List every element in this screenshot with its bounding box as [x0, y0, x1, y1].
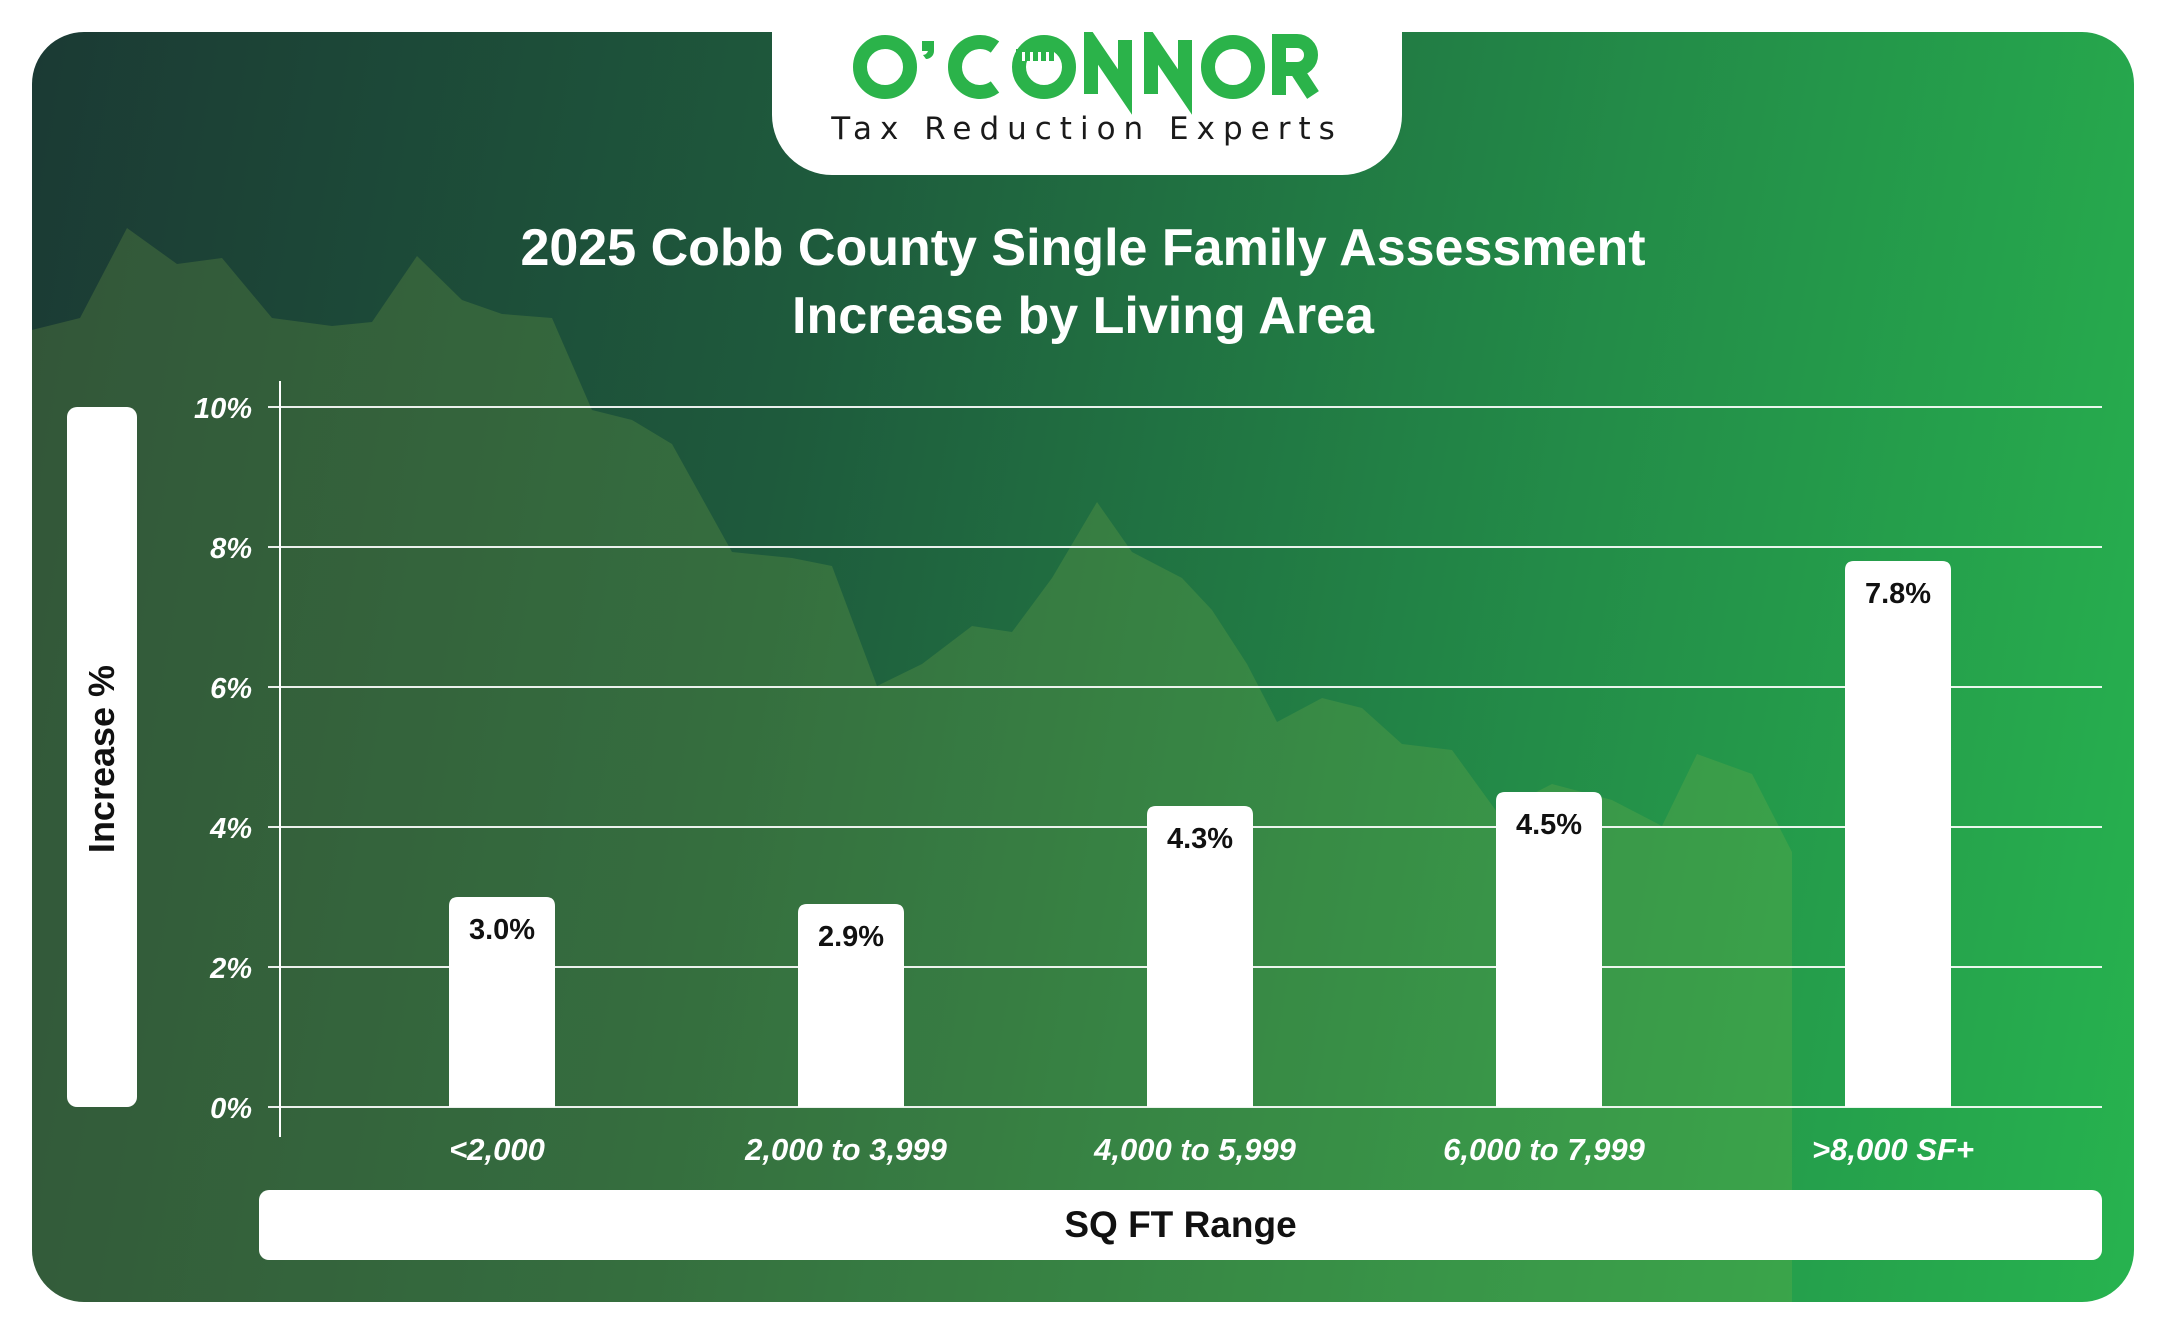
- logo-tagline: Tax Reduction Experts: [831, 111, 1343, 147]
- y-axis-label-box: [67, 407, 137, 1107]
- bar: [1845, 561, 1951, 1107]
- y-tick-label: 8%: [210, 533, 252, 565]
- chart-card: Tax Reduction Experts 2025 Cobb County S…: [32, 32, 2134, 1302]
- bar-value-label: 2.9%: [818, 921, 884, 953]
- bar-value-label: 4.3%: [1167, 823, 1233, 855]
- y-tick-label: 6%: [210, 673, 252, 705]
- bar-value-label: 4.5%: [1516, 809, 1582, 841]
- y-tick-label: 2%: [209, 953, 252, 985]
- bar: [1496, 792, 1602, 1107]
- x-axis-label-box: SQ FT Range: [259, 1190, 2102, 1260]
- bar-chart: 0% 2% 4% 6% 8% 10% 3.0% <2,000 2.9% 2,000 to 3,99…: [194, 381, 2102, 1167]
- x-axis-label: SQ FT Range: [1064, 1204, 1297, 1245]
- bar: [798, 904, 904, 1107]
- logo-banner: Tax Reduction Experts: [772, 32, 1402, 175]
- chart-title: 2025 Cobb County Single Family Assessmen…: [520, 219, 1646, 345]
- x-tick-label: 4,000 to 5,999: [1093, 1132, 1296, 1167]
- y-tick-label: 4%: [209, 813, 252, 845]
- y-tick-label: 10%: [194, 393, 252, 425]
- x-tick-label: 6,000 to 7,999: [1443, 1132, 1645, 1167]
- oconnor-logo: [853, 32, 1319, 115]
- x-tick-label: >8,000 SF+: [1812, 1132, 1974, 1167]
- y-tick-label: 0%: [210, 1093, 252, 1125]
- bar-value-label: 3.0%: [469, 914, 535, 946]
- bar: [1147, 806, 1253, 1107]
- x-tick-label: <2,000: [449, 1132, 545, 1167]
- x-tick-label: 2,000 to 3,999: [744, 1132, 947, 1167]
- bar-value-label: 7.8%: [1865, 578, 1931, 610]
- bar: [449, 897, 555, 1107]
